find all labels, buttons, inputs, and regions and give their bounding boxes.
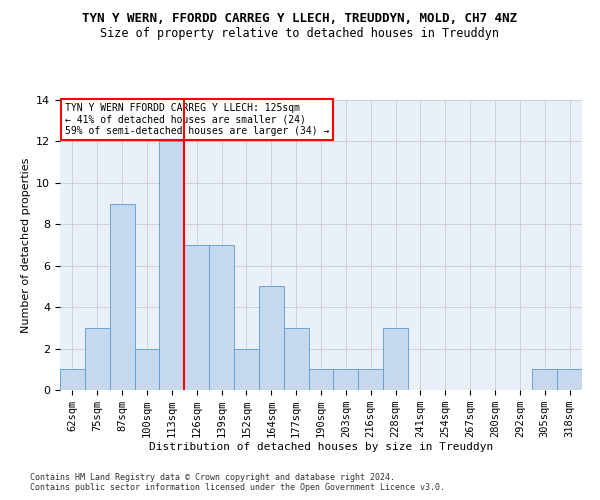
Bar	[134, 348, 160, 390]
Bar	[160, 142, 184, 390]
Bar	[532, 370, 557, 390]
Text: TYN Y WERN FFORDD CARREG Y LLECH: 125sqm
← 41% of detached houses are smaller (2: TYN Y WERN FFORDD CARREG Y LLECH: 125sqm…	[65, 103, 329, 136]
Bar	[358, 370, 383, 390]
Bar	[184, 245, 209, 390]
Text: Size of property relative to detached houses in Treuddyn: Size of property relative to detached ho…	[101, 28, 499, 40]
Bar	[383, 328, 408, 390]
Bar	[308, 370, 334, 390]
Bar	[334, 370, 358, 390]
Bar	[259, 286, 284, 390]
Text: Contains HM Land Registry data © Crown copyright and database right 2024.: Contains HM Land Registry data © Crown c…	[30, 472, 395, 482]
Text: TYN Y WERN, FFORDD CARREG Y LLECH, TREUDDYN, MOLD, CH7 4NZ: TYN Y WERN, FFORDD CARREG Y LLECH, TREUD…	[83, 12, 517, 26]
Bar	[110, 204, 134, 390]
Y-axis label: Number of detached properties: Number of detached properties	[20, 158, 31, 332]
Bar	[557, 370, 582, 390]
Text: Distribution of detached houses by size in Treuddyn: Distribution of detached houses by size …	[149, 442, 493, 452]
Bar	[85, 328, 110, 390]
Text: Contains public sector information licensed under the Open Government Licence v3: Contains public sector information licen…	[30, 484, 445, 492]
Bar	[60, 370, 85, 390]
Bar	[209, 245, 234, 390]
Bar	[284, 328, 308, 390]
Bar	[234, 348, 259, 390]
